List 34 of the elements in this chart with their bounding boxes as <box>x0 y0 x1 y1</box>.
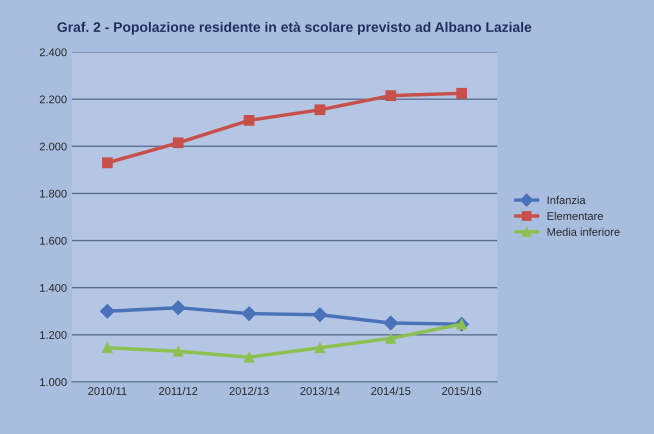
x-tick-label: 2013/14 <box>300 386 340 395</box>
y-tick-label: 2.000 <box>40 142 67 150</box>
x-tick-label: 2010/11 <box>88 386 126 395</box>
x-tick-label: 2014/15 <box>371 386 410 395</box>
legend-label: Elementare <box>548 212 603 220</box>
y-tick-label: 1.400 <box>40 284 67 292</box>
point <box>383 316 398 330</box>
y-tick-label: 1.600 <box>40 236 67 245</box>
point <box>314 342 326 354</box>
point <box>172 137 184 148</box>
point <box>172 346 184 357</box>
y-tick-label: 1.200 <box>40 331 67 339</box>
y-tick-label: 1.800 <box>40 190 67 198</box>
point <box>170 300 186 316</box>
x-tick-label: 2015/16 <box>442 386 482 395</box>
y-tick-label: 1.000 <box>40 378 67 386</box>
legend-label: Media inferiore <box>548 228 620 236</box>
point <box>244 115 254 126</box>
y-tick-label: 2.200 <box>40 95 67 104</box>
point <box>456 88 467 99</box>
point <box>314 104 326 116</box>
y-tick-label: 2.400 <box>40 48 67 56</box>
point <box>385 90 396 102</box>
point <box>312 307 328 322</box>
point <box>100 304 115 319</box>
point <box>102 157 113 168</box>
point <box>244 352 254 363</box>
legend-label: Infanzia <box>548 196 586 204</box>
point <box>102 342 113 354</box>
point <box>385 332 396 344</box>
x-tick-label: 2012/13 <box>230 386 269 395</box>
chart-title: Graf. 2 - Popolazione residente in età scolare previsto ad Albano Laziale <box>57 22 532 35</box>
point <box>242 306 256 321</box>
x-tick-label: 2011/12 <box>159 386 198 395</box>
